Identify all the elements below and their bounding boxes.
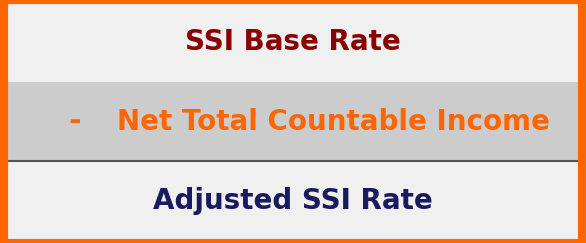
Text: -: - bbox=[69, 107, 81, 136]
Text: Adjusted SSI Rate: Adjusted SSI Rate bbox=[153, 187, 433, 215]
Bar bbox=[6, 2, 580, 82]
Text: Net Total Countable Income: Net Total Countable Income bbox=[117, 107, 550, 136]
Text: SSI Base Rate: SSI Base Rate bbox=[185, 28, 401, 56]
Bar bbox=[6, 161, 580, 241]
Bar bbox=[6, 82, 580, 161]
